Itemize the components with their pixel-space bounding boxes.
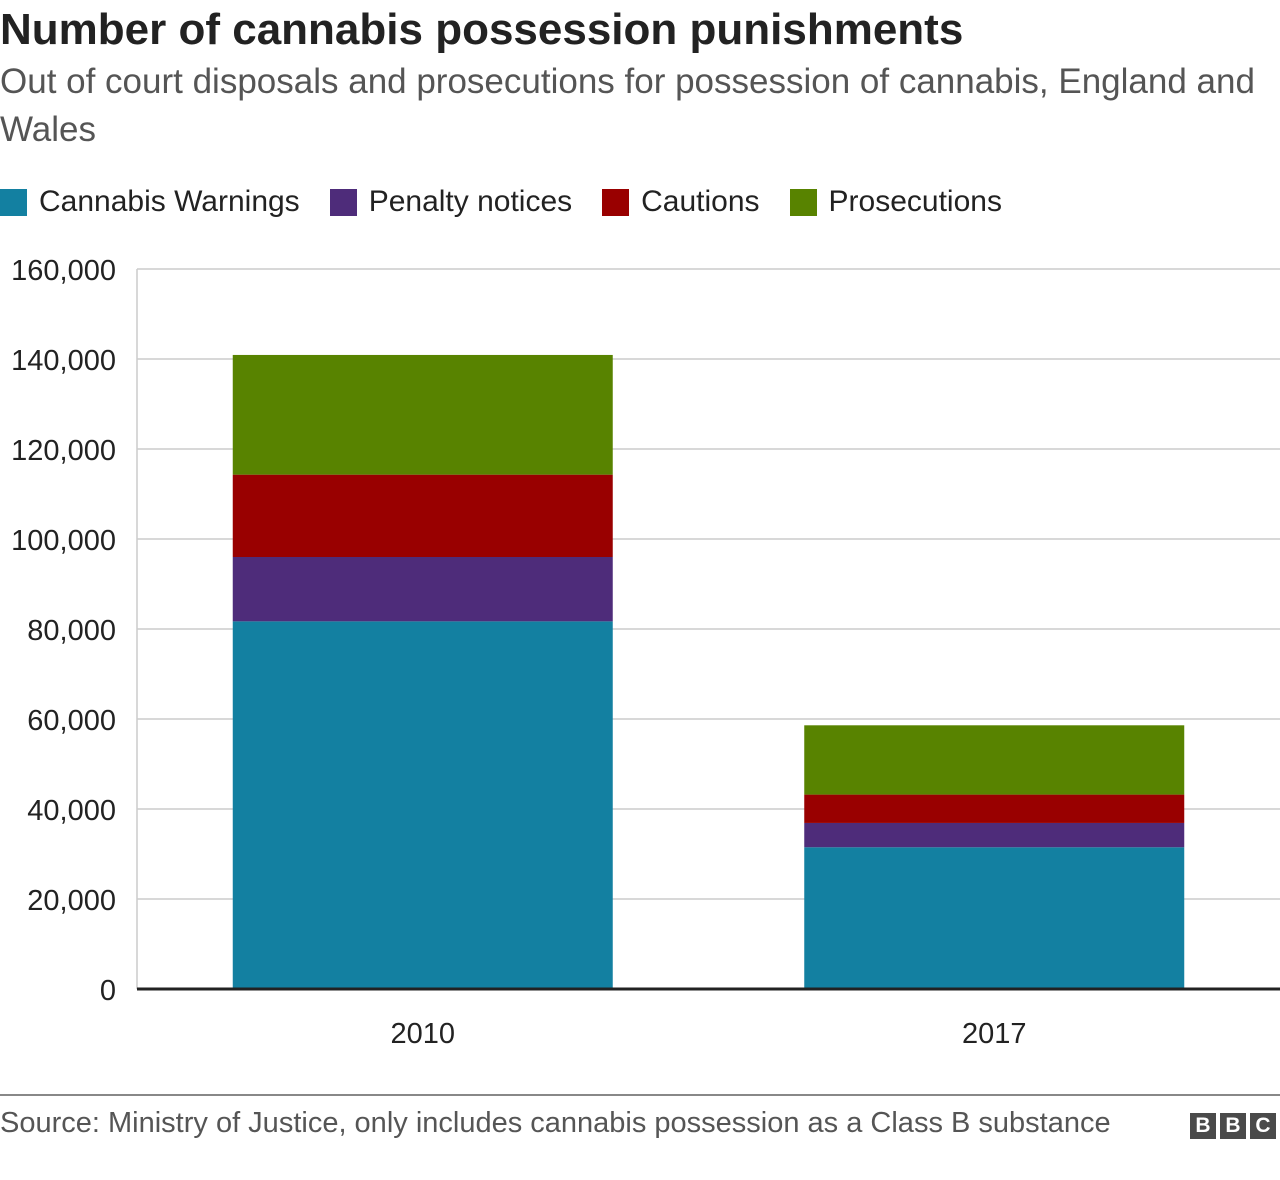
legend-label: Cautions [641,185,760,218]
y-tick-label: 160,000 [11,255,116,287]
y-tick-label: 100,000 [11,525,116,557]
bar-segment-penalty-notices [232,557,613,622]
legend-item-cautions: Cautions [602,185,760,219]
bar-segment-cannabis-warnings [232,621,613,989]
y-tick-label: 80,000 [27,615,116,647]
legend-item-penalty-notices: Penalty notices [329,185,573,219]
y-tick-label: 120,000 [11,435,116,467]
bar-segment-cautions [804,794,1185,823]
bar-segment-penalty-notices [804,822,1185,848]
legend: Cannabis Warnings Penalty notices Cautio… [0,182,1002,222]
legend-swatch [0,188,27,216]
legend-item-cannabis-warnings: Cannabis Warnings [0,185,300,219]
legend-label: Prosecutions [828,185,1002,218]
y-tick-label: 40,000 [27,795,116,827]
bbc-logo: B B C [1190,1113,1276,1139]
bar-segment-prosecutions [804,725,1185,795]
y-tick-label: 140,000 [11,345,116,377]
x-tick-label: 2017 [962,1018,1027,1050]
y-tick-label: 0 [100,975,116,1007]
logo-letter: C [1250,1113,1276,1139]
legend-swatch [602,188,630,216]
legend-item-prosecutions: Prosecutions [789,185,1002,219]
legend-swatch [329,188,357,216]
logo-letter: B [1190,1113,1216,1139]
legend-swatch [789,188,817,216]
stacked-bar-chart: 0 20,000 40,000 60,000 80,000 100,000 120,000 1… [11,255,1280,1050]
chart-subtitle: Out of court disposals and prosecutions … [0,62,1255,149]
y-tick-label: 20,000 [27,885,116,917]
bar-segment-cautions [232,474,613,557]
chart-title: Number of cannabis possession punishment… [0,5,964,54]
legend-label: Cannabis Warnings [39,185,300,218]
source-note: Source: Ministry of Justice, only includ… [0,1107,1111,1139]
legend-label: Penalty notices [368,185,573,218]
footer-divider [0,1094,1280,1096]
y-tick-label: 60,000 [27,705,116,737]
bar-segment-cannabis-warnings [804,847,1185,989]
bar-segment-prosecutions [232,354,613,475]
logo-letter: B [1220,1113,1246,1139]
x-tick-label: 2010 [390,1018,455,1050]
